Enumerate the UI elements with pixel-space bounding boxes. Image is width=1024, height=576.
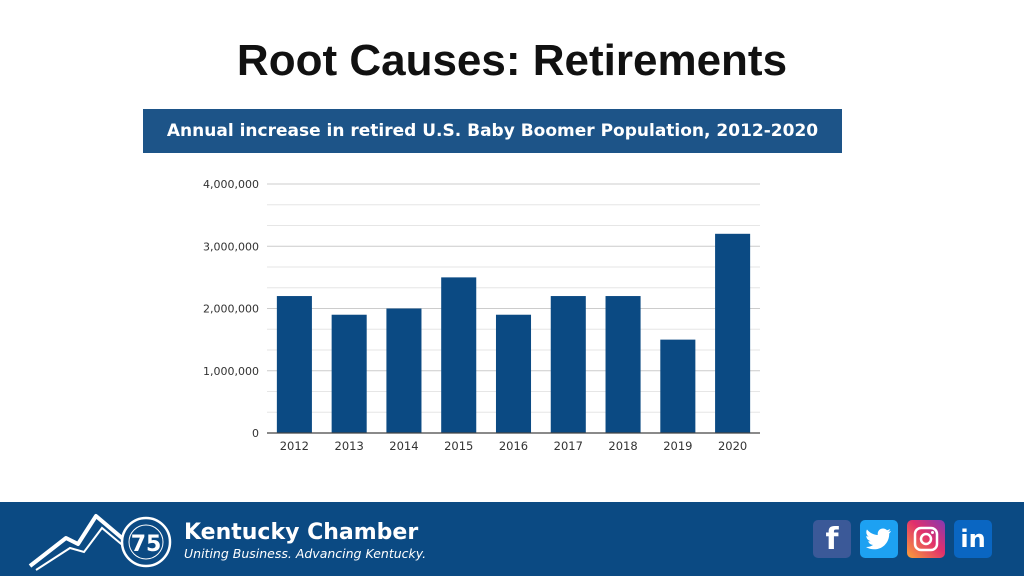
x-tick-label: 2020 [718,439,747,453]
x-tick-label: 2013 [335,439,364,453]
twitter-icon[interactable] [860,520,898,558]
logo-anniversary-number: 75 [131,532,162,557]
y-tick-label: 1,000,000 [203,365,259,378]
bar-2015 [441,277,477,433]
y-tick-label: 2,000,000 [203,303,259,316]
y-tick-label: 4,000,000 [203,178,259,191]
facebook-icon[interactable]: f [813,520,851,558]
brand-name: Kentucky Chamber [184,520,419,545]
bar-2018 [605,296,641,433]
x-tick-label: 2016 [499,439,528,453]
bar-2012 [276,296,312,433]
x-tick-label: 2012 [280,439,309,453]
x-tick-label: 2015 [444,439,473,453]
bar-chart: 0 1,000,000 2,000,000 3,000,000 4,000,000 20… [203,178,760,453]
x-tick-label: 2017 [554,439,583,453]
social-links: f in [813,520,992,558]
instagram-icon[interactable] [907,520,945,558]
x-tick-label: 2014 [389,439,418,453]
bar-2017 [550,296,586,433]
brand-tagline: Uniting Business. Advancing Kentucky. [184,546,427,561]
footer-bar: 75 Kentucky Chamber Uniting Business. Ad… [0,502,1024,576]
kentucky-chamber-logo: 75 [28,514,172,571]
slide-title: Root Causes: Retirements [236,36,788,85]
bar-2013 [331,314,367,433]
chart-title: Annual increase in retired U.S. Baby Boo… [143,109,842,153]
bar-2020 [715,233,751,433]
bar-2016 [495,314,532,433]
bar-2019 [660,339,696,433]
x-tick-label: 2018 [608,439,637,453]
bar-2014 [386,308,422,433]
y-tick-label: 3,000,000 [203,240,259,253]
x-tick-label: 2019 [663,439,692,453]
y-tick-label: 0 [252,427,259,440]
linkedin-icon[interactable]: in [954,520,992,558]
